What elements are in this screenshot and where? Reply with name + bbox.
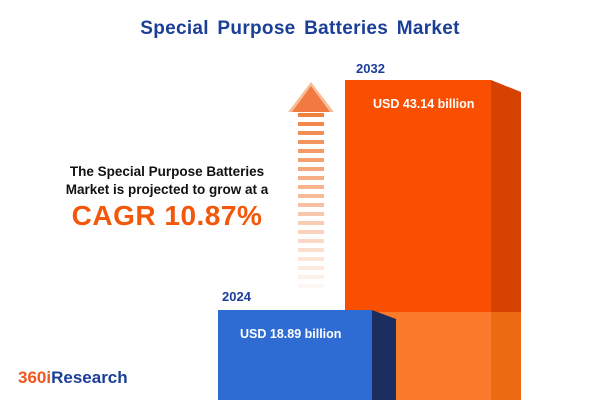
logo-suffix: Research (51, 368, 128, 387)
growth-arrow-icon (288, 82, 334, 112)
company-logo: 360iResearch (18, 368, 128, 388)
value-label-2024: USD 18.89 billion (240, 327, 342, 341)
cagr-text: CAGR 10.87% (71, 200, 263, 231)
year-label-2024: 2024 (222, 289, 251, 304)
bar-2024-side-face (372, 310, 396, 400)
logo-prefix: 360i (18, 368, 52, 387)
bar-2032-side-base-segment (491, 312, 521, 400)
page-title: Special Purpose Batteries Market (140, 18, 460, 39)
description-line1: The Special Purpose Batteries (69, 164, 265, 179)
description-text: The Special Purpose Batteries Market is … (38, 163, 296, 198)
year-label-2032: 2032 (356, 61, 385, 76)
growth-arrow-dashes (298, 113, 324, 293)
growth-arrow-head (292, 86, 330, 112)
bar-2024 (218, 310, 372, 400)
value-label-2032: USD 43.14 billion (373, 97, 475, 111)
description-line2: Market is projected to grow at a (65, 181, 269, 197)
bar-2032-side-face (491, 80, 521, 400)
